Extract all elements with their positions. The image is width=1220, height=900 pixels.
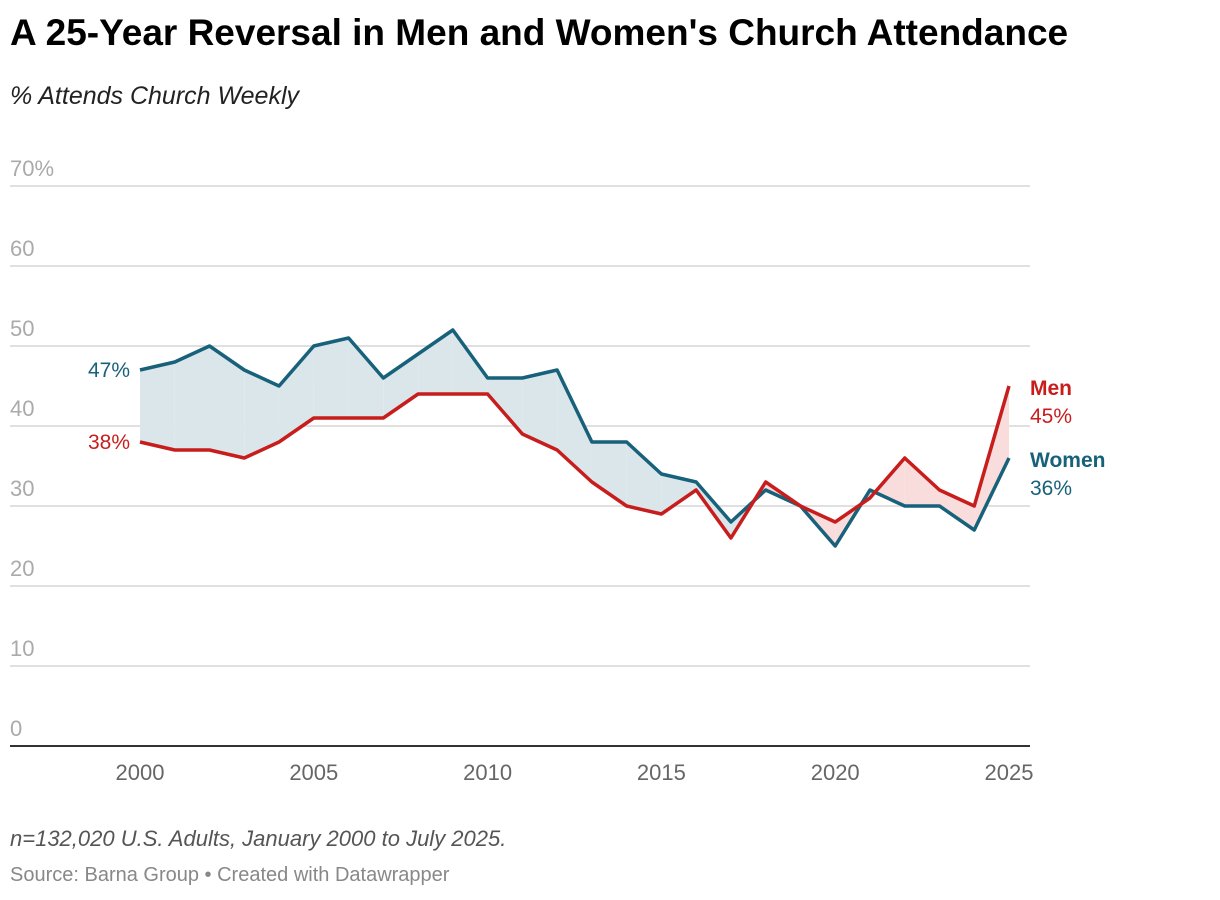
gap-area (939, 490, 975, 530)
gap-area (452, 330, 488, 394)
gap-area (661, 474, 697, 514)
gap-area (174, 346, 210, 450)
y-tick-label: 50 (10, 316, 34, 341)
chart-notes: n=132,020 U.S. Adults, January 2000 to J… (10, 826, 507, 851)
gap-area (626, 442, 662, 514)
x-tick-label: 2025 (985, 760, 1034, 785)
x-tick-label: 2000 (116, 760, 165, 785)
legend-men: Men (1030, 377, 1072, 400)
gap-area (279, 346, 314, 442)
gap-area (313, 338, 349, 418)
x-tick-label: 2020 (811, 760, 860, 785)
line-women (139, 328, 1011, 548)
gap-area (522, 370, 558, 450)
y-tick-label: 40 (10, 396, 34, 421)
y-tick-label: 30 (10, 476, 34, 501)
end-label-men: 45% (1030, 405, 1072, 428)
gap-area (904, 458, 940, 506)
y-tick-label: 20 (10, 556, 34, 581)
gap-area (348, 338, 384, 418)
gap-area (244, 370, 280, 458)
legend-women: Women (1030, 449, 1105, 472)
y-tick-label: 60 (10, 236, 34, 261)
line-men (139, 385, 1011, 540)
gap-area (418, 330, 453, 394)
chart-subtitle: % Attends Church Weekly (10, 82, 300, 110)
x-tick-label: 2005 (289, 760, 338, 785)
start-label-women: 47% (88, 359, 130, 382)
y-tick-label: 70% (10, 156, 54, 181)
gap-area (209, 346, 245, 458)
gap-area (487, 378, 523, 434)
y-tick-label: 10 (10, 636, 34, 661)
chart-title: A 25-Year Reversal in Men and Women's Ch… (10, 12, 1069, 53)
gap-area (557, 370, 592, 482)
x-tick-label: 2010 (463, 760, 512, 785)
y-tick-label: 0 (10, 716, 22, 741)
gap-area (383, 354, 419, 418)
end-label-women: 36% (1030, 477, 1072, 500)
start-label-men: 38% (88, 431, 130, 454)
gap-area (140, 362, 175, 450)
x-tick-label: 2015 (637, 760, 686, 785)
chart-source: Source: Barna Group • Created with Dataw… (10, 864, 450, 886)
gap-area (591, 442, 627, 506)
